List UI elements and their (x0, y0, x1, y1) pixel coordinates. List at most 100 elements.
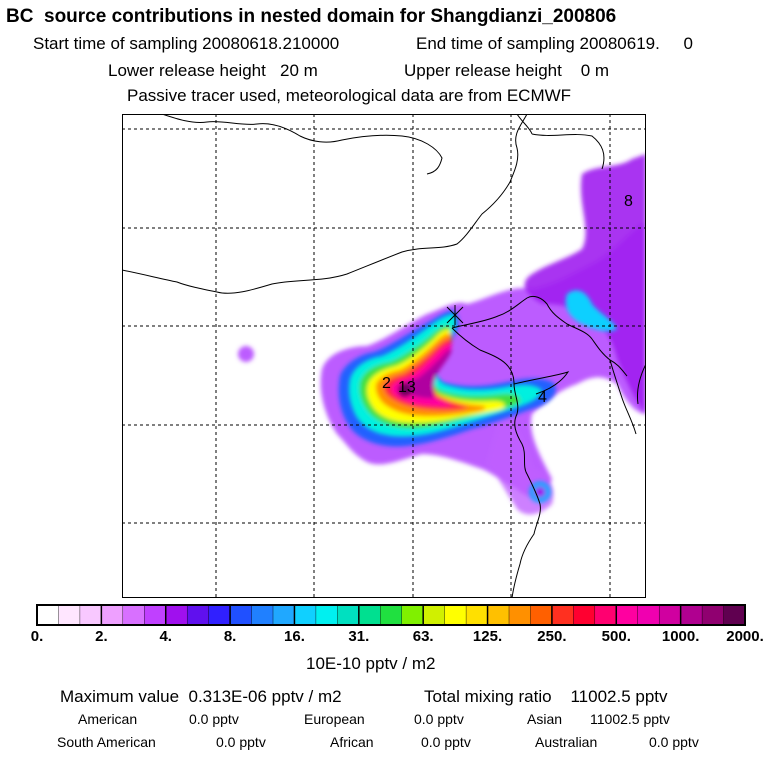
colorbar-cell (79, 604, 103, 626)
plume-east-cyan (565, 290, 617, 332)
colorbar-frame (36, 604, 746, 626)
colorbar-cell (508, 604, 532, 626)
upper-release-height: Upper release height 0 m (404, 61, 609, 81)
tracer-note: Passive tracer used, meteorological data… (127, 86, 572, 105)
site-label-4: 4 (538, 389, 547, 406)
region-american-value: 0.0 pptv (189, 711, 239, 727)
colorbar-cells (36, 604, 746, 626)
lower-height-label: Lower release height (108, 61, 266, 80)
region-australian-value: 0.0 pptv (649, 734, 699, 750)
colorbar-tick-label: 31. (348, 628, 370, 645)
site-label-13: 13 (398, 379, 416, 396)
colorbar-cell (680, 604, 703, 626)
colorbar-cell (401, 604, 424, 626)
colorbar-cell (573, 604, 596, 626)
plot-title: BC source contributions in nested domain… (6, 6, 617, 27)
colorbar-tick-label: 1000. (661, 628, 700, 645)
lower-release-height: Lower release height 20 m (108, 61, 318, 81)
start-time-value: 20080618.210000 (202, 34, 340, 53)
region-european-name: European (304, 711, 365, 727)
concentration-map: 2 13 4 8 (122, 114, 646, 598)
colorbar-cell (165, 604, 188, 626)
plume-hotspot (398, 383, 412, 397)
upper-height-label: Upper release height (404, 61, 562, 80)
colorbar-cell (122, 604, 145, 626)
plume-south-core (535, 487, 545, 497)
colorbar-cell (380, 604, 403, 626)
coastlines (122, 114, 646, 598)
colorbar-cell (208, 604, 231, 626)
max-value-label: Maximum value (60, 687, 180, 706)
border-north (122, 114, 528, 294)
colorbar-tick-label: 500. (601, 628, 631, 645)
region-south-american-name: South American (57, 734, 156, 750)
colorbar-cell (551, 604, 575, 626)
total-mixing-ratio: Total mixing ratio 11002.5 pptv (424, 687, 668, 707)
border-east (516, 114, 605, 170)
colorbar-tick-label: 16. (284, 628, 305, 645)
colorbar-cell (144, 604, 167, 626)
colorbar-cell (251, 604, 274, 626)
colorbar-cell (530, 604, 553, 626)
colorbar-cell (294, 604, 317, 626)
upper-height-value: 0 m (580, 61, 610, 80)
region-asian-value: 11002.5 pptv (590, 711, 670, 727)
colorbar-cell (101, 604, 124, 626)
colorbar-cell (444, 604, 467, 626)
colorbar-tick-label: 4. (159, 628, 172, 645)
coastline-bohai (451, 295, 628, 598)
max-value: Maximum value 0.313E-06 pptv / m2 (60, 687, 342, 707)
colorbar-tick-label: 2. (95, 628, 108, 645)
colorbar-cell (315, 604, 339, 626)
border-northwest (161, 114, 443, 175)
colorbar-tick-label: 125. (472, 628, 503, 645)
end-time: End time of sampling 20080619. 0 (416, 34, 693, 54)
start-time-label: Start time of sampling (33, 34, 198, 53)
site-label-2: 2 (382, 375, 391, 392)
plume-isolated-spot (238, 346, 254, 362)
colorbar-cell (723, 604, 746, 626)
colorbar-cell (272, 604, 296, 626)
colorbar-cell (358, 604, 381, 626)
colorbar-tick-label: 0. (30, 628, 44, 645)
colorbar-units: 10E-10 pptv / m2 (306, 654, 436, 673)
region-european-value: 0.0 pptv (414, 711, 464, 727)
region-african-value: 0.0 pptv (421, 734, 471, 750)
region-african-name: African (330, 734, 374, 750)
colorbar-cell (229, 604, 253, 626)
colorbar-cell (465, 604, 489, 626)
region-south-american-value: 0.0 pptv (216, 734, 266, 750)
region-asian-name: Asian (527, 711, 563, 727)
receptor-marker-icon (446, 305, 464, 325)
colorbar-cell (594, 604, 617, 626)
region-australian-name: Australian (535, 734, 598, 750)
end-time-value: 20080619. 0 (579, 34, 693, 53)
colorbar-cell (36, 604, 60, 626)
lat-lon-grid (122, 114, 646, 598)
colorbar-cell (701, 604, 725, 626)
colorbar-tick-label: 250. (537, 628, 567, 645)
colorbar (36, 604, 746, 626)
plume-east-purple (524, 154, 646, 414)
colorbar-cell (422, 604, 446, 626)
colorbar-cell (487, 604, 510, 626)
colorbar-tick-label: 63. (412, 628, 434, 645)
colorbar-cell (58, 604, 81, 626)
lower-height-value: 20 m (280, 61, 318, 80)
end-time-label: End time of sampling (416, 34, 575, 53)
max-value-number: 0.313E-06 pptv / m2 (188, 687, 342, 706)
total-value: 11002.5 pptv (570, 687, 668, 706)
coastline-peninsula (513, 371, 570, 395)
site-label-8: 8 (624, 193, 633, 210)
colorbar-tick-label: 2000. (726, 628, 764, 645)
colorbar-cell (637, 604, 660, 626)
start-time: Start time of sampling 20080618.210000 (33, 34, 339, 54)
plume-core (398, 349, 452, 399)
total-label: Total mixing ratio (424, 687, 552, 706)
colorbar-cell (658, 604, 682, 626)
colorbar-cell (186, 604, 210, 626)
colorbar-cell (616, 604, 639, 626)
map-frame (122, 114, 646, 598)
region-american-name: American (78, 711, 138, 727)
colorbar-tick-label: 8. (223, 628, 237, 645)
